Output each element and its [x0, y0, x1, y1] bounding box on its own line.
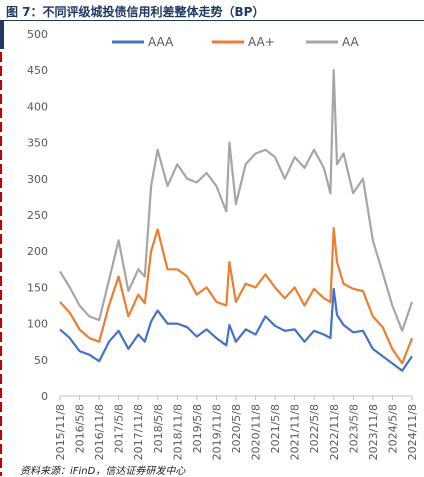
- x-tick-label: 2016/11/8: [93, 404, 106, 460]
- y-tick-label: 450: [27, 64, 48, 77]
- x-axis: 2015/11/8 2016/5/8 2016/11/8 2017/5/8 2017/1…: [54, 395, 419, 460]
- x-tick-label: 2024/11/8: [406, 404, 419, 460]
- side-accent-bar: [0, 21, 4, 49]
- y-tick-label: 0: [41, 390, 48, 403]
- x-tick-label: 2021/5/8: [269, 404, 282, 453]
- series-layer: [59, 69, 414, 372]
- legend-label: AA+: [248, 35, 275, 49]
- x-tick-label: 2022/5/8: [308, 404, 321, 453]
- y-tick-label: 250: [27, 209, 48, 222]
- x-tick-label: 2022/11/8: [328, 404, 341, 460]
- series-line-aaa: [59, 287, 413, 372]
- series-line-aa: [59, 69, 414, 332]
- x-tick-label: 2020/11/8: [250, 404, 263, 460]
- x-tick-label: 2020/5/8: [230, 404, 243, 453]
- x-tick-label: 2023/11/8: [367, 404, 380, 460]
- chart-title: 图 7：不同评级城投债信用利差整体走势（BP）: [6, 5, 265, 19]
- title-rule: [0, 20, 424, 21]
- y-tick-label: 400: [27, 100, 48, 113]
- y-tick-label: 200: [27, 245, 48, 258]
- series-line-aaplus: [59, 226, 414, 365]
- x-tick-label: 2023/5/8: [347, 404, 360, 453]
- legend-label: AA: [342, 35, 360, 49]
- x-tick-label: 2015/11/8: [54, 404, 67, 460]
- x-tick-label: 2016/5/8: [74, 404, 87, 453]
- y-tick-label: 50: [34, 354, 48, 367]
- y-tick-label: 300: [27, 173, 48, 186]
- x-tick-label: 2024/5/8: [386, 404, 399, 453]
- legend-label: AAA: [148, 35, 174, 49]
- y-tick-label: 100: [27, 318, 48, 331]
- x-tick-label: 2018/5/8: [152, 404, 165, 453]
- y-tick-label: 500: [27, 28, 48, 41]
- y-axis: 0 50 100 150 200 250 300 350 400 450 500: [27, 28, 48, 403]
- y-tick-label: 350: [27, 137, 48, 150]
- y-tick-label: 150: [27, 281, 48, 294]
- x-tick-label: 2021/11/8: [289, 404, 302, 460]
- source-note: 资料来源：iFinD，信达证券研发中心: [20, 466, 186, 477]
- x-tick-label: 2019/5/8: [191, 404, 204, 453]
- side-dashed-border: [0, 52, 2, 476]
- x-tick-label: 2018/11/8: [171, 404, 184, 460]
- legend: AAA AA+ AA: [112, 35, 360, 49]
- x-tick-label: 2017/11/8: [132, 404, 145, 460]
- x-tick-label: 2017/5/8: [113, 404, 126, 453]
- x-tick-label: 2019/11/8: [210, 404, 223, 460]
